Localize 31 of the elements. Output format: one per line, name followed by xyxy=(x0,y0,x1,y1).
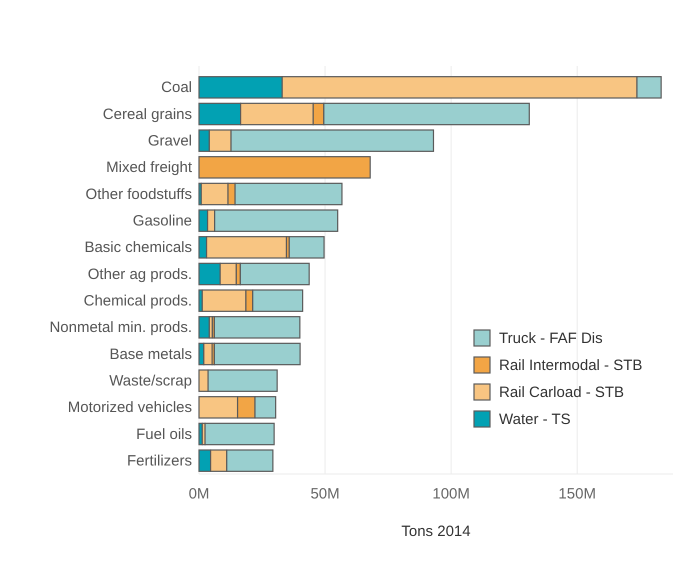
bar xyxy=(204,422,275,446)
y-tick-label: Gravel xyxy=(148,132,192,150)
y-tick-label: Mixed freight xyxy=(106,159,193,176)
bar xyxy=(198,316,210,339)
legend-label: Rail Carload - STB xyxy=(499,384,624,401)
bar xyxy=(214,342,301,366)
y-tick-label: Fuel oils xyxy=(136,426,192,443)
y-tick-label: Other foodstuffs xyxy=(86,186,192,203)
bar xyxy=(240,262,310,286)
x-tick-label: 50M xyxy=(310,486,340,503)
y-tick-label: Basic chemicals xyxy=(84,239,192,256)
y-tick-label: Coal xyxy=(161,79,192,96)
legend-label: Rail Intermodal - STB xyxy=(499,357,642,374)
legend-label: Truck - FAF Dis xyxy=(499,330,603,347)
x-axis-title: Tons 2014 xyxy=(401,523,471,540)
y-tick-label: Waste/scrap xyxy=(109,372,192,390)
bar xyxy=(214,316,300,339)
legend-label: Water - TS xyxy=(499,411,571,428)
y-tick-label: Other ag prods. xyxy=(88,266,192,283)
y-tick-label: Cereal grains xyxy=(102,106,192,123)
y-tick-label: Chemical prods. xyxy=(84,292,192,310)
x-tick-label: 0M xyxy=(188,486,210,503)
y-tick-label: Nonmetal min. prods. xyxy=(49,319,192,336)
y-tick-label: Motorized vehicles xyxy=(68,399,192,416)
y-tick-label: Base metals xyxy=(109,346,192,363)
bar xyxy=(288,236,325,259)
y-tick-label: Fertilizers xyxy=(126,452,192,470)
y-tick-label: Gasoline xyxy=(132,212,192,230)
x-tick-label: 150M xyxy=(558,486,596,503)
x-tick-label: 100M xyxy=(432,486,470,503)
bar xyxy=(198,156,371,179)
